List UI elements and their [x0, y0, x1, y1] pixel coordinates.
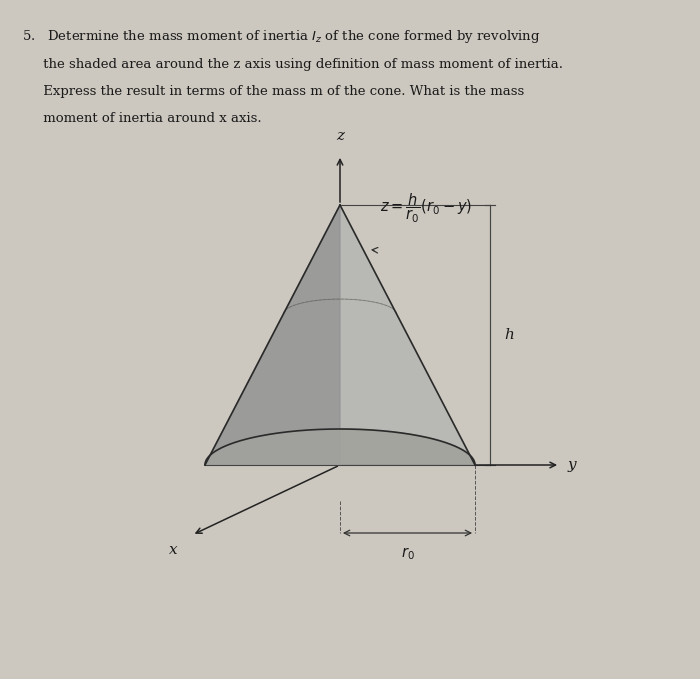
Text: y: y [568, 458, 577, 472]
Text: 5.   Determine the mass moment of inertia $I_z$ of the cone formed by revolving: 5. Determine the mass moment of inertia … [22, 28, 540, 45]
Polygon shape [205, 205, 340, 465]
Text: the shaded area around the z axis using definition of mass moment of inertia.: the shaded area around the z axis using … [22, 58, 563, 71]
Text: moment of inertia around x axis.: moment of inertia around x axis. [22, 112, 262, 125]
Polygon shape [205, 205, 475, 465]
Text: $z = \dfrac{h}{r_0}(r_0 - y)$: $z = \dfrac{h}{r_0}(r_0 - y)$ [380, 191, 472, 225]
Text: $r_0$: $r_0$ [400, 545, 414, 562]
Text: h: h [504, 328, 514, 342]
Text: x: x [169, 543, 178, 557]
Text: Express the result in terms of the mass m of the cone. What is the mass: Express the result in terms of the mass … [22, 85, 524, 98]
Text: z: z [336, 129, 344, 143]
Polygon shape [205, 429, 475, 465]
